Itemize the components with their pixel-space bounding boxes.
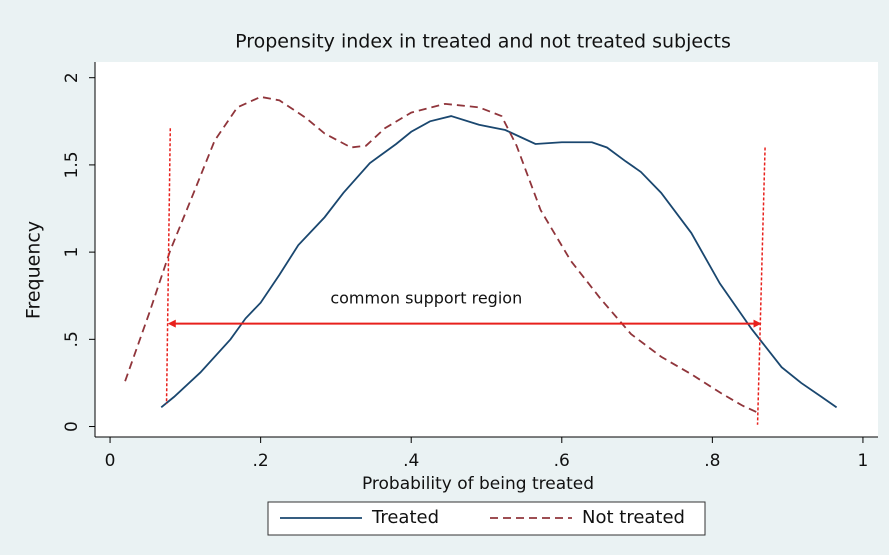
x-tick-label: .8 <box>704 451 720 471</box>
legend-label: Not treated <box>582 507 685 528</box>
y-tick-label: 1 <box>62 247 82 258</box>
y-tick-label: 0 <box>62 421 82 432</box>
x-tick-label: .4 <box>403 451 419 471</box>
series-line <box>124 95 758 414</box>
x-tick-label: .6 <box>554 451 570 471</box>
support-bound <box>756 147 766 425</box>
x-axis-label: Probability of being treated <box>362 474 594 494</box>
plot-area <box>95 62 878 437</box>
y-tick-label: 2 <box>62 72 82 83</box>
annotation-text: common support region <box>330 289 522 308</box>
series-line <box>160 115 838 409</box>
x-tick-label: 1 <box>858 451 869 471</box>
support-bound <box>165 128 172 404</box>
legend-label: Treated <box>371 507 439 528</box>
y-tick-label: .5 <box>62 331 82 347</box>
y-tick-label: 1.5 <box>62 151 82 178</box>
y-axis-label: Frequency <box>23 221 45 319</box>
chart-title: Propensity index in treated and not trea… <box>235 31 731 53</box>
x-tick-label: 0 <box>105 451 116 471</box>
x-tick-label: .2 <box>253 451 269 471</box>
